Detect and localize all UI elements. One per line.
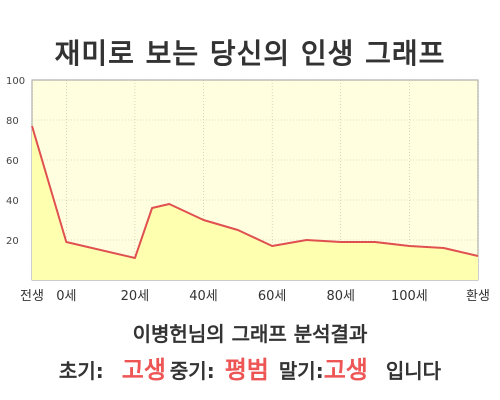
series-area [32,126,478,280]
early-value: 고생 [121,356,166,384]
y-tick-label: 60 [6,156,19,167]
x-tick-label: 20세 [121,289,150,304]
ending-text: 입니다 [385,359,442,383]
x-tick-label: 100세 [391,289,428,304]
mid-label: 중기: [169,359,215,383]
x-tick-label: 80세 [327,289,356,304]
x-tick-label: 전생 [20,289,44,304]
x-tick-label: 60세 [258,289,287,304]
y-tick-label: 80 [6,116,19,127]
y-tick-label: 40 [6,196,19,207]
x-tick-label: 0세 [56,289,76,304]
result-subtitle: 이병헌님의 그래프 분석결과 [132,322,368,346]
y-tick-label: 20 [6,236,19,247]
mid-value: 평범 [224,356,269,384]
x-tick-label: 40세 [189,289,218,304]
chart-title: 재미로 보는 당신의 인생 그래프 [54,37,446,70]
early-label: 초기: [58,359,104,383]
series-line [31,125,479,259]
late-value: 고생 [323,356,368,384]
y-tick-label: 100 [6,76,25,87]
x-tick-label: 환생 [466,289,490,304]
late-label: 말기: [278,359,324,383]
result-summary: 초기: 고생 중기: 평범 말기:고생 입니다 [0,350,500,385]
